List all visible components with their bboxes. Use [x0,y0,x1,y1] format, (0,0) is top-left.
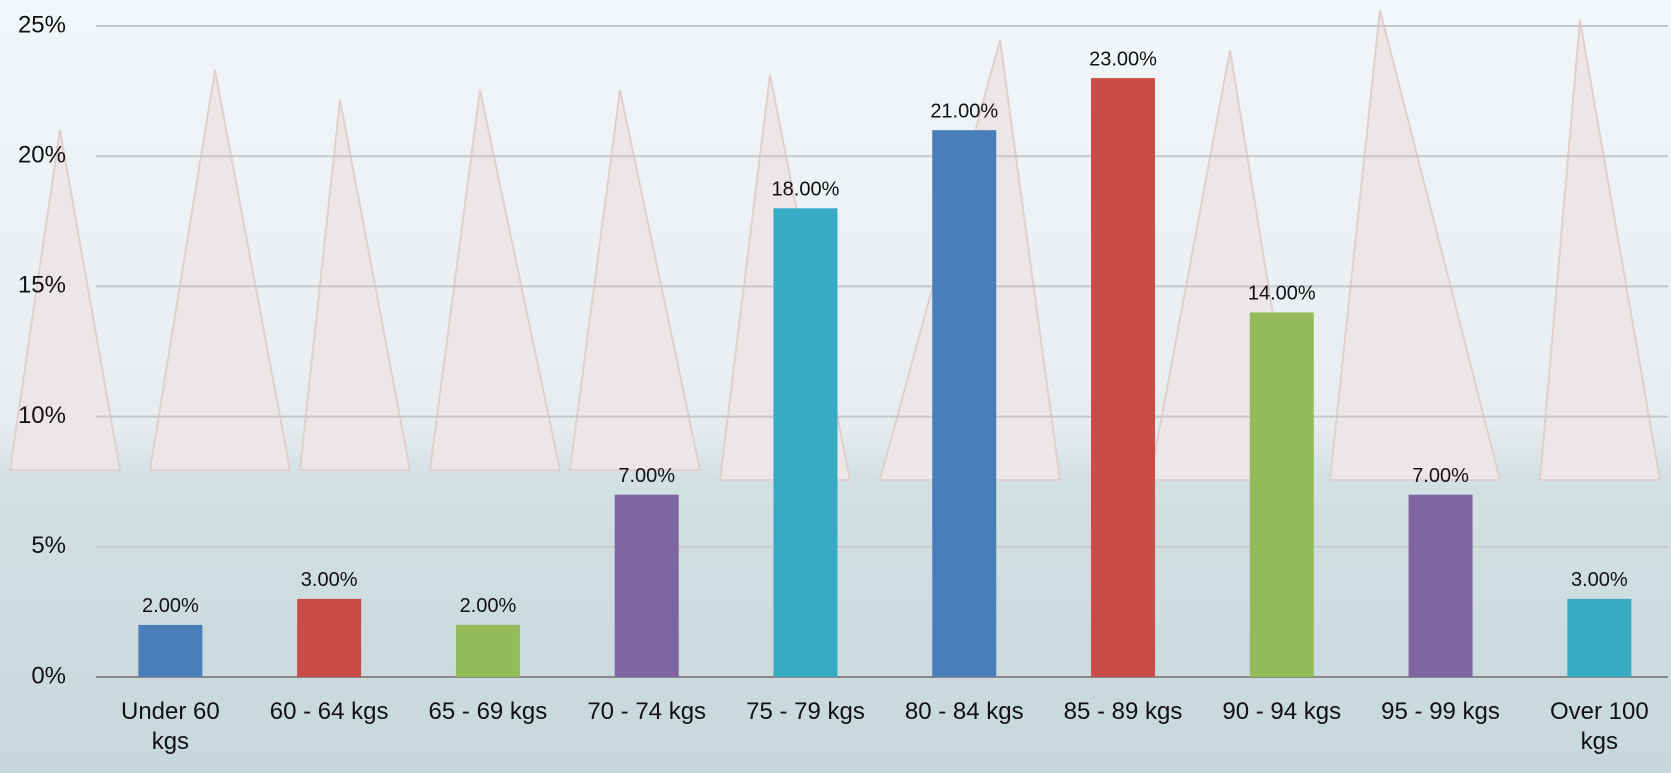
bar [932,130,997,677]
data-label: 3.00% [301,569,358,591]
data-label: 2.00% [142,595,199,617]
x-tick-label: 75 - 79 kgs [746,698,865,725]
bar [614,494,679,677]
y-tick-label: 20% [18,142,66,169]
bar [1249,312,1314,677]
x-tick-label: 90 - 94 kgs [1222,698,1342,725]
y-tick-label: 5% [31,532,66,559]
data-label: 2.00% [460,595,517,617]
y-tick-label: 0% [31,662,66,689]
data-label: 7.00% [618,465,675,487]
x-tick-label: 70 - 74 kgs [587,698,707,725]
bar [1091,78,1156,677]
x-tick-label: 80 - 84 kgs [904,698,1024,725]
bar [1567,598,1632,677]
data-label: 3.00% [1571,569,1628,591]
x-tick-label: Under 60 kgs [121,698,220,755]
x-tick-label: Over 100 kgs [1549,698,1649,755]
y-tick-label: 10% [18,402,66,429]
data-label: 7.00% [1412,465,1469,487]
data-label: 21.00% [930,100,998,122]
data-label: 18.00% [772,179,840,201]
bar [138,624,203,677]
x-tick-label: 85 - 89 kgs [1063,698,1183,725]
bar [773,208,838,677]
x-tick-label: 60 - 64 kgs [269,698,389,725]
data-label: 23.00% [1089,48,1157,70]
bar [1408,494,1473,677]
y-tick-label: 25% [18,11,66,38]
x-tick-label: 95 - 99 kgs [1381,698,1500,725]
bar [455,624,520,677]
x-tick-label: 65 - 69 kgs [428,698,548,725]
bar [297,598,362,677]
y-tick-label: 15% [18,272,66,299]
data-label: 14.00% [1248,283,1316,305]
